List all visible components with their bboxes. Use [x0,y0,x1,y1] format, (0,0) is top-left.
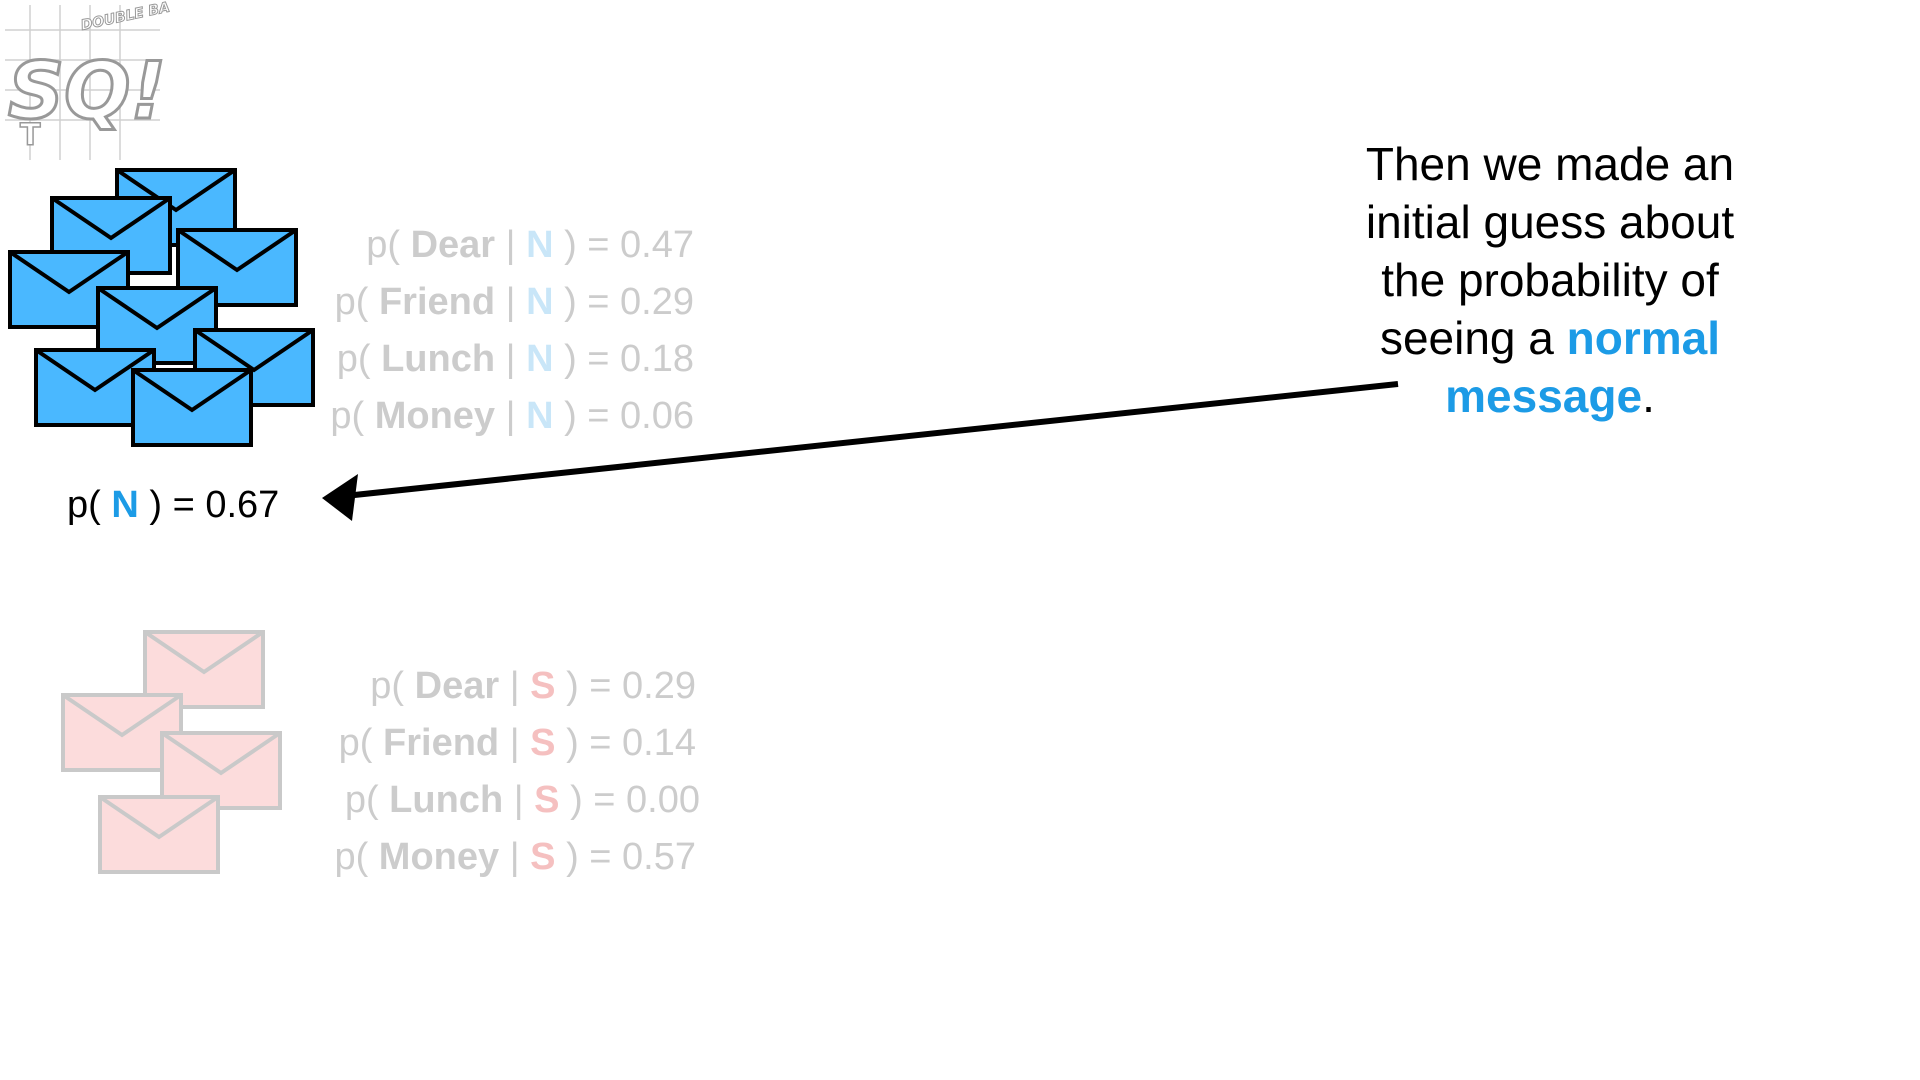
caption-highlight-message: message [1445,370,1643,422]
spam-messages-pile [61,630,282,874]
logo-side-text: T [20,118,41,153]
normal-likelihood-dear: p( Dear | N ) = 0.47 [366,224,694,266]
envelope-icon [131,368,253,447]
caption-line-4: seeing a normal [1379,312,1721,364]
caption-highlight-normal: normal [1566,312,1721,364]
caption-line-5: message. [1445,370,1655,422]
spam-likelihood-friend: p( Friend | S ) = 0.14 [338,722,696,764]
normal-likelihood-money: p( Money | N ) = 0.06 [330,395,694,437]
caption-line-3: the probability of [1381,254,1719,306]
envelope-icon [193,328,315,407]
logo-small-text: DOUBLE BAM!! [80,0,170,34]
normal-prior: p( N ) = 0.67 [67,484,280,526]
normal-likelihood-friend: p( Friend | N ) = 0.29 [334,281,694,323]
normal-messages-pile [8,168,315,447]
logo-letters: SQ! [8,47,166,137]
statquest-logo: SQ! DOUBLE BAM!! T [5,0,170,160]
caption-line-1: Then we made an [1365,138,1735,190]
spam-likelihood-dear: p( Dear | S ) = 0.29 [370,665,696,707]
caption-line-2: initial guess about [1365,196,1735,248]
arrowhead-icon [322,474,358,521]
caption: Then we made an initial guess about the … [1300,135,1800,425]
spam-likelihood-lunch: p( Lunch | S ) = 0.00 [344,779,700,821]
spam-likelihood-money: p( Money | S ) = 0.57 [334,836,696,878]
normal-likelihood-lunch: p( Lunch | N ) = 0.18 [336,338,694,380]
envelope-icon [98,795,220,874]
